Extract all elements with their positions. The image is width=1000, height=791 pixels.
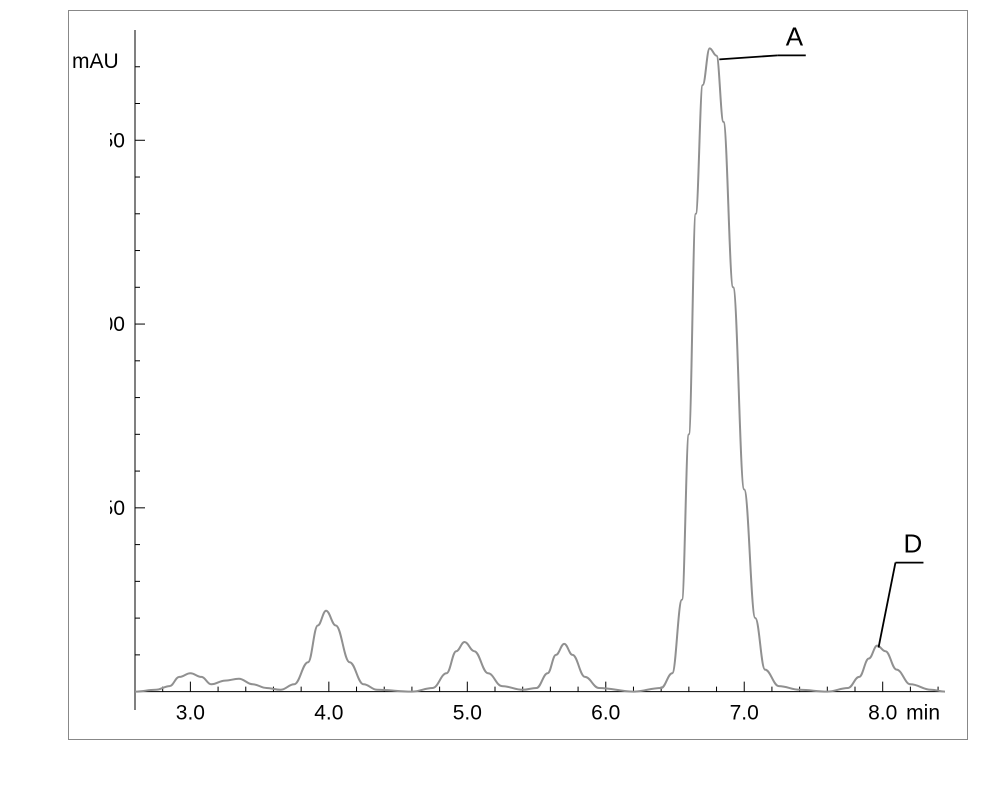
svg-text:8.0: 8.0 — [868, 702, 897, 725]
svg-text:6.0: 6.0 — [591, 702, 620, 725]
svg-text:A: A — [786, 21, 804, 51]
svg-text:min: min — [906, 702, 940, 725]
svg-text:150: 150 — [110, 129, 125, 152]
svg-text:D: D — [903, 529, 922, 559]
svg-text:7.0: 7.0 — [730, 702, 759, 725]
svg-text:50: 50 — [110, 497, 125, 520]
svg-text:4.0: 4.0 — [314, 702, 343, 725]
svg-text:100: 100 — [110, 313, 125, 336]
svg-text:3.0: 3.0 — [176, 702, 205, 725]
chromatogram-chart: 50 100 150 3.0 4.0 5.0 6.0 7.0 8.0 min A D — [110, 20, 960, 730]
svg-text:5.0: 5.0 — [453, 702, 482, 725]
chart-svg: 50 100 150 3.0 4.0 5.0 6.0 7.0 8.0 min A D — [110, 20, 960, 790]
